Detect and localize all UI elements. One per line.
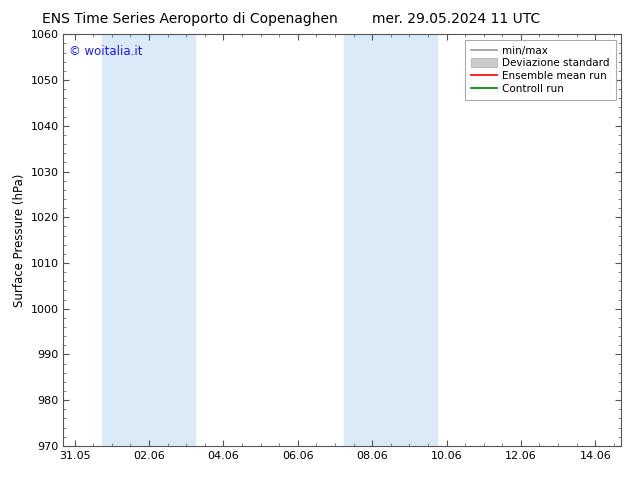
Text: ENS Time Series Aeroporto di Copenaghen: ENS Time Series Aeroporto di Copenaghen bbox=[42, 12, 338, 26]
Text: mer. 29.05.2024 11 UTC: mer. 29.05.2024 11 UTC bbox=[372, 12, 541, 26]
Y-axis label: Surface Pressure (hPa): Surface Pressure (hPa) bbox=[13, 173, 26, 307]
Bar bbox=[103, 34, 195, 446]
Text: © woitalia.it: © woitalia.it bbox=[69, 45, 143, 58]
Legend: min/max, Deviazione standard, Ensemble mean run, Controll run: min/max, Deviazione standard, Ensemble m… bbox=[465, 40, 616, 100]
Bar bbox=[344, 34, 437, 446]
